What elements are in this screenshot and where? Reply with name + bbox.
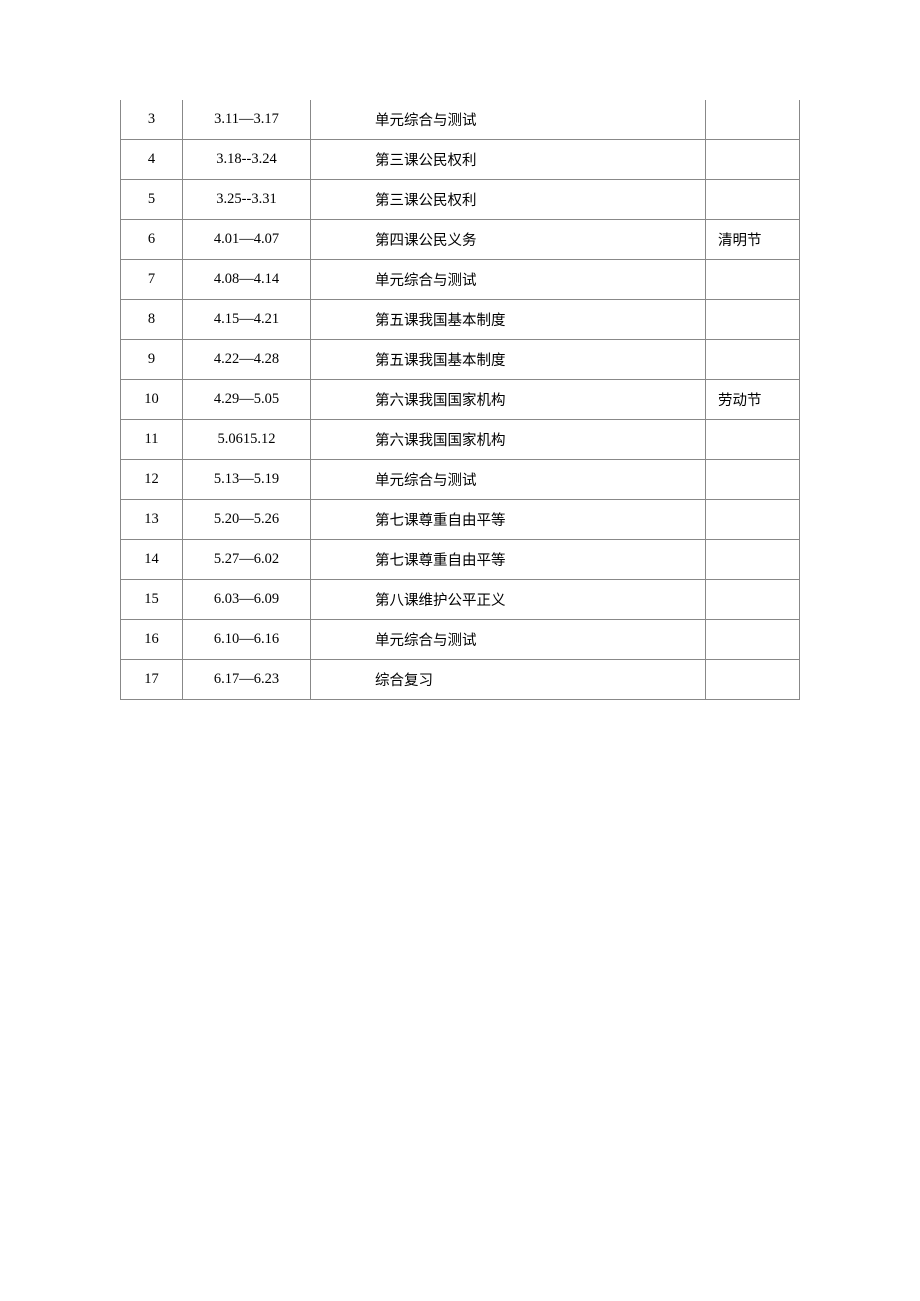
week-cell: 8 <box>121 300 183 340</box>
note-cell <box>706 260 800 300</box>
table-row: 43.18--3.24第三课公民权利 <box>121 140 800 180</box>
table-row: 166.10—6.16单元综合与测试 <box>121 620 800 660</box>
note-cell <box>706 620 800 660</box>
content-cell: 单元综合与测试 <box>311 460 706 500</box>
date-range-cell: 5.0615.12 <box>183 420 311 460</box>
note-cell <box>706 540 800 580</box>
content-cell: 第七课尊重自由平等 <box>311 540 706 580</box>
table-row: 145.27—6.02第七课尊重自由平等 <box>121 540 800 580</box>
content-cell: 第七课尊重自由平等 <box>311 500 706 540</box>
table-row: 176.17—6.23综合复习 <box>121 660 800 700</box>
table-row: 64.01—4.07第四课公民义务清明节 <box>121 220 800 260</box>
week-cell: 5 <box>121 180 183 220</box>
note-cell <box>706 500 800 540</box>
content-cell: 综合复习 <box>311 660 706 700</box>
table-row: 115.0615.12第六课我国国家机构 <box>121 420 800 460</box>
week-cell: 7 <box>121 260 183 300</box>
table-row: 125.13—5.19单元综合与测试 <box>121 460 800 500</box>
note-cell <box>706 580 800 620</box>
week-cell: 4 <box>121 140 183 180</box>
table-row: 74.08—4.14单元综合与测试 <box>121 260 800 300</box>
table-row: 94.22—4.28第五课我国基本制度 <box>121 340 800 380</box>
week-cell: 14 <box>121 540 183 580</box>
content-cell: 单元综合与测试 <box>311 260 706 300</box>
note-cell: 清明节 <box>706 220 800 260</box>
table-row: 84.15—4.21第五课我国基本制度 <box>121 300 800 340</box>
content-cell: 第五课我国基本制度 <box>311 340 706 380</box>
content-cell: 第五课我国基本制度 <box>311 300 706 340</box>
content-cell: 单元综合与测试 <box>311 100 706 140</box>
date-range-cell: 3.11—3.17 <box>183 100 311 140</box>
date-range-cell: 4.08—4.14 <box>183 260 311 300</box>
note-cell: 劳动节 <box>706 380 800 420</box>
week-cell: 9 <box>121 340 183 380</box>
table-row: 33.11—3.17单元综合与测试 <box>121 100 800 140</box>
content-cell: 第四课公民义务 <box>311 220 706 260</box>
note-cell <box>706 420 800 460</box>
date-range-cell: 4.01—4.07 <box>183 220 311 260</box>
date-range-cell: 3.25--3.31 <box>183 180 311 220</box>
week-cell: 15 <box>121 580 183 620</box>
content-cell: 第三课公民权利 <box>311 140 706 180</box>
content-cell: 第六课我国国家机构 <box>311 420 706 460</box>
note-cell <box>706 460 800 500</box>
table-row: 135.20—5.26第七课尊重自由平等 <box>121 500 800 540</box>
table-row: 53.25--3.31第三课公民权利 <box>121 180 800 220</box>
content-cell: 单元综合与测试 <box>311 620 706 660</box>
note-cell <box>706 340 800 380</box>
note-cell <box>706 100 800 140</box>
date-range-cell: 4.29—5.05 <box>183 380 311 420</box>
note-cell <box>706 140 800 180</box>
date-range-cell: 4.22—4.28 <box>183 340 311 380</box>
table-row: 104.29—5.05第六课我国国家机构劳动节 <box>121 380 800 420</box>
schedule-table: 33.11—3.17单元综合与测试43.18--3.24第三课公民权利53.25… <box>120 100 800 700</box>
date-range-cell: 6.17—6.23 <box>183 660 311 700</box>
note-cell <box>706 180 800 220</box>
week-cell: 12 <box>121 460 183 500</box>
date-range-cell: 5.13—5.19 <box>183 460 311 500</box>
date-range-cell: 5.20—5.26 <box>183 500 311 540</box>
week-cell: 6 <box>121 220 183 260</box>
note-cell <box>706 660 800 700</box>
table-body: 33.11—3.17单元综合与测试43.18--3.24第三课公民权利53.25… <box>121 100 800 700</box>
week-cell: 13 <box>121 500 183 540</box>
content-cell: 第六课我国国家机构 <box>311 380 706 420</box>
content-cell: 第八课维护公平正义 <box>311 580 706 620</box>
week-cell: 16 <box>121 620 183 660</box>
date-range-cell: 3.18--3.24 <box>183 140 311 180</box>
week-cell: 17 <box>121 660 183 700</box>
week-cell: 3 <box>121 100 183 140</box>
table-row: 156.03—6.09第八课维护公平正义 <box>121 580 800 620</box>
date-range-cell: 4.15—4.21 <box>183 300 311 340</box>
week-cell: 10 <box>121 380 183 420</box>
date-range-cell: 6.03—6.09 <box>183 580 311 620</box>
date-range-cell: 6.10—6.16 <box>183 620 311 660</box>
note-cell <box>706 300 800 340</box>
date-range-cell: 5.27—6.02 <box>183 540 311 580</box>
content-cell: 第三课公民权利 <box>311 180 706 220</box>
week-cell: 11 <box>121 420 183 460</box>
